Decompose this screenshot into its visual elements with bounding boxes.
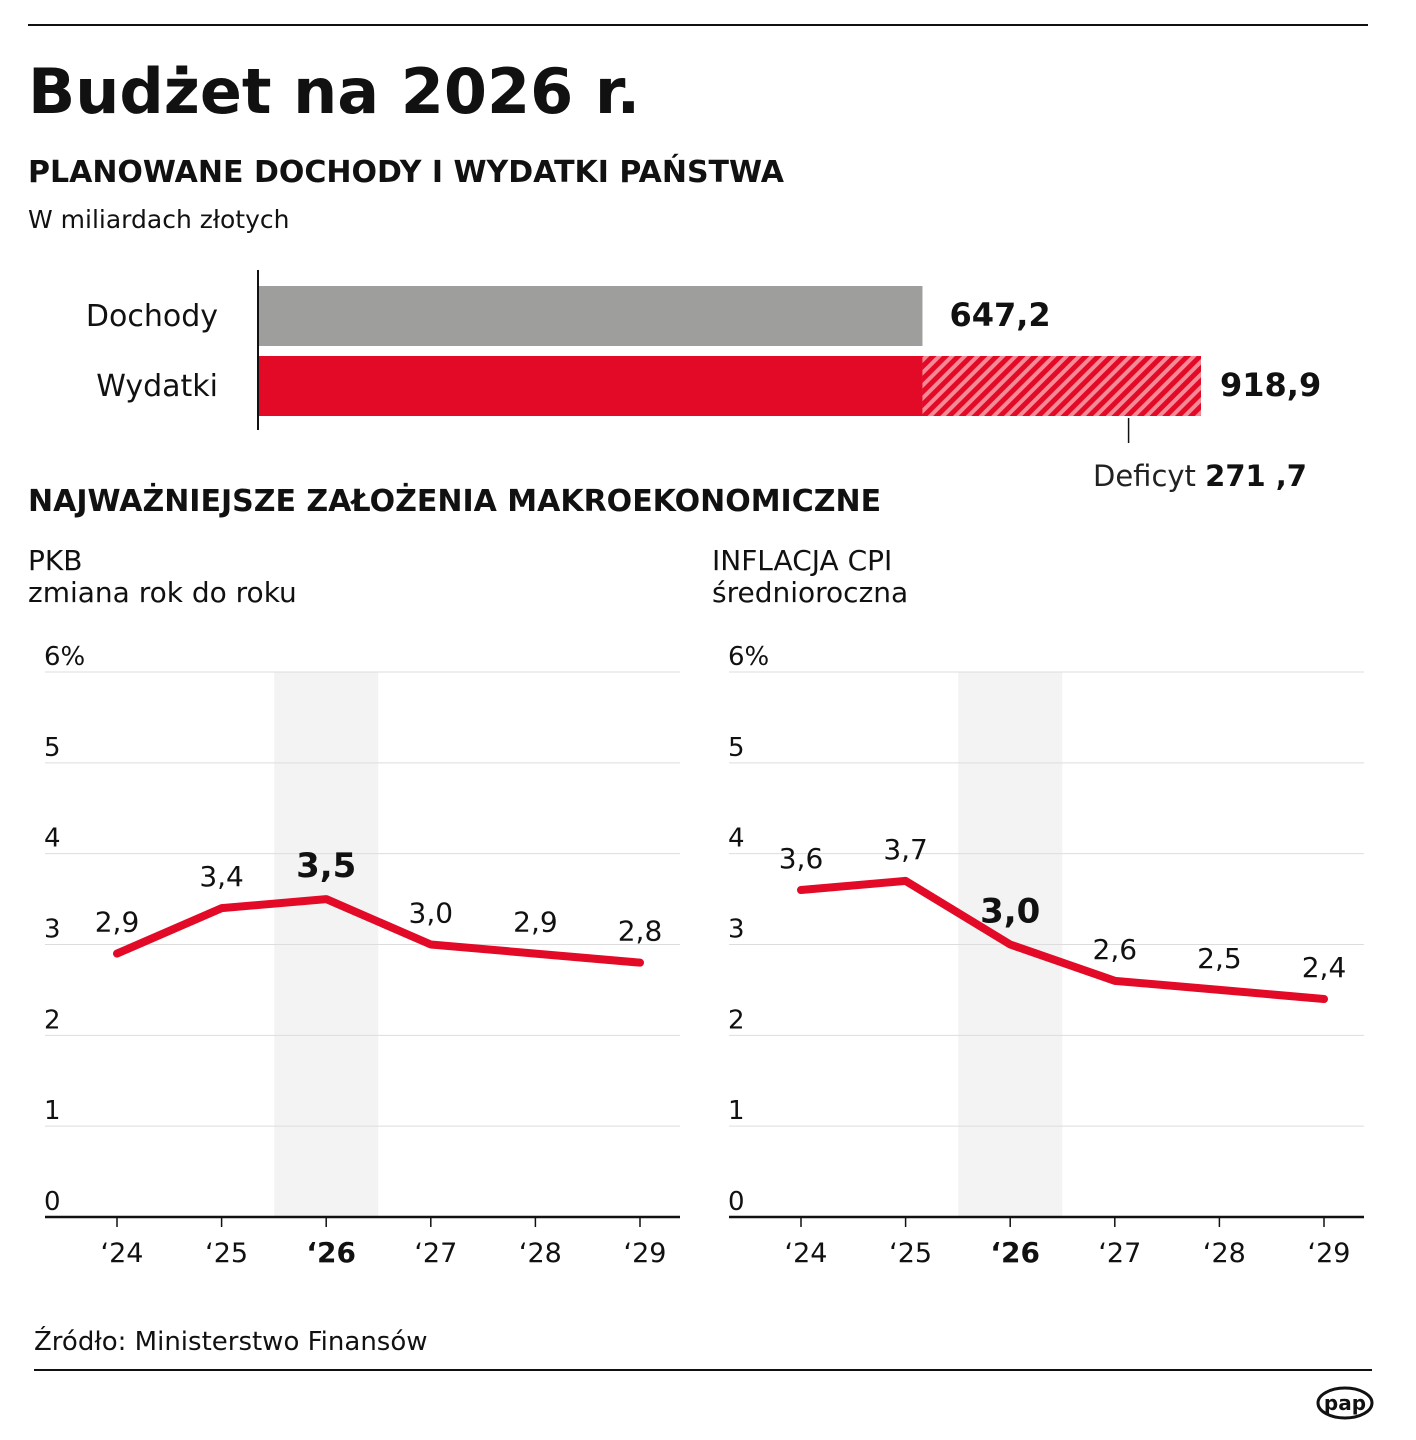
- data-point: [325, 898, 328, 901]
- bar-category-label: Wydatki: [96, 369, 218, 404]
- y-tick-label: 5: [44, 733, 61, 763]
- x-tick-label: ‘27: [414, 1238, 457, 1269]
- data-point: [639, 961, 641, 964]
- y-tick-label: 3: [728, 915, 745, 945]
- x-tick-label: ‘28: [1203, 1238, 1246, 1269]
- data-label: 3,7: [883, 833, 928, 866]
- bar-wydatki: [259, 356, 923, 416]
- data-point: [1323, 998, 1325, 1000]
- data-label: 2,9: [95, 906, 140, 939]
- data-label: 2,6: [1093, 933, 1138, 966]
- x-tick-label: ‘29: [624, 1238, 667, 1269]
- y-tick-label: 6%: [728, 642, 769, 672]
- series-line: [797, 876, 1328, 1003]
- data-label: 3,0: [980, 892, 1040, 932]
- source-note: Źródło: Ministerstwo Finansów: [34, 1325, 428, 1357]
- page-title: Budżet na 2026 r.: [28, 55, 640, 128]
- budget-heading: PLANOWANE DOCHODY I WYDATKI PAŃSTWA: [28, 154, 785, 190]
- data-point: [1218, 988, 1221, 991]
- series-line: [113, 895, 644, 967]
- bar-deficit-hatch: [922, 356, 1201, 416]
- data-point: [429, 943, 432, 946]
- y-tick-label: 0: [728, 1187, 745, 1217]
- x-tick-label: ‘28: [519, 1238, 562, 1269]
- data-label: 2,5: [1197, 942, 1242, 975]
- y-tick-label: 6%: [44, 642, 85, 672]
- line-chart-title: PKB: [28, 544, 82, 577]
- data-point: [904, 879, 907, 882]
- x-tick-label: ‘27: [1098, 1238, 1141, 1269]
- data-point: [116, 952, 118, 955]
- x-tick-label: ‘24: [101, 1238, 144, 1269]
- data-point: [1113, 979, 1116, 982]
- svg-text:pap: pap: [1324, 1391, 1366, 1415]
- bar-dochody: [259, 286, 923, 346]
- data-label: 3,4: [199, 860, 244, 893]
- data-point: [800, 889, 802, 891]
- data-label: 3,5: [296, 846, 356, 886]
- bar-category-label: Dochody: [86, 299, 218, 334]
- y-tick-label: 5: [728, 733, 745, 763]
- macro-heading: NAJWAŻNIEJSZE ZAŁOŻENIA MAKROEKONOMICZNE: [28, 483, 881, 519]
- x-tick-label: ‘29: [1308, 1238, 1351, 1269]
- y-tick-label: 2: [44, 1005, 61, 1035]
- x-tick-label: ‘25: [889, 1238, 932, 1269]
- y-tick-label: 2: [728, 1005, 745, 1035]
- data-label: 3,6: [779, 842, 824, 875]
- data-point: [220, 907, 223, 910]
- line-chart-subtitle: średnioroczna: [712, 576, 908, 609]
- y-tick-label: 4: [44, 824, 61, 854]
- budget-unit: W miliardach złotych: [28, 205, 289, 234]
- bar-value-label: 647,2: [949, 296, 1050, 334]
- pap-logo: pap: [1316, 1386, 1374, 1420]
- data-label: 3,0: [409, 897, 454, 930]
- bar-value-label: 918,9: [1220, 366, 1321, 404]
- y-tick-label: 4: [728, 824, 745, 854]
- line-chart-title: INFLACJA CPI: [712, 544, 892, 577]
- y-tick-label: 3: [44, 915, 61, 945]
- x-tick-label: ‘26: [990, 1236, 1040, 1269]
- line-chart-subtitle: zmiana rok do roku: [28, 576, 297, 609]
- x-tick-label: ‘26: [306, 1236, 356, 1269]
- deficit-label: Deficyt 271 ,7: [1093, 459, 1307, 493]
- data-label: 2,4: [1302, 951, 1347, 984]
- data-point: [1009, 943, 1012, 946]
- x-tick-label: ‘25: [205, 1238, 248, 1269]
- data-label: 2,9: [513, 906, 558, 939]
- y-tick-label: 1: [728, 1096, 745, 1126]
- data-point: [534, 952, 537, 955]
- x-tick-label: ‘24: [785, 1238, 828, 1269]
- y-tick-label: 1: [44, 1096, 61, 1126]
- data-label: 2,8: [618, 915, 663, 948]
- y-tick-label: 0: [44, 1187, 61, 1217]
